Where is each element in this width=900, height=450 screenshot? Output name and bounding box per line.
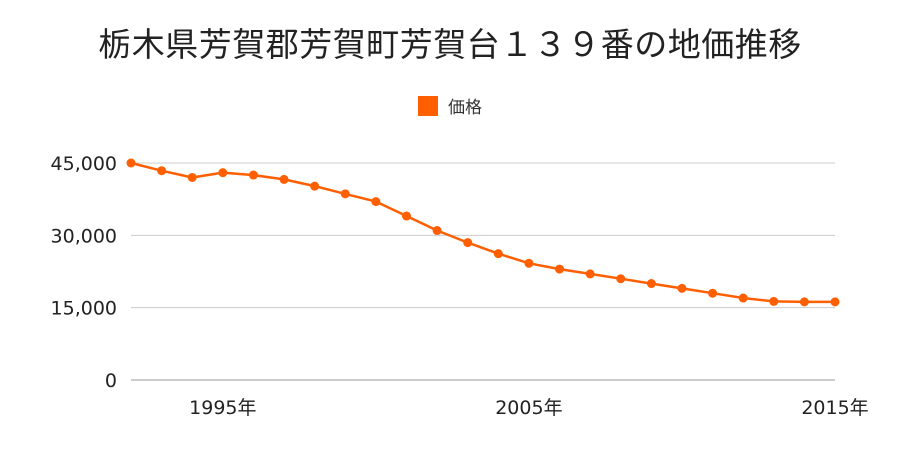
data-point <box>157 166 167 176</box>
data-point <box>493 249 503 259</box>
data-point <box>524 258 534 268</box>
data-point <box>248 170 258 180</box>
tick-label-layer: 0 15,000 30,000 45,000 1995年 2005年 2015年 <box>51 153 869 419</box>
x-tick-label: 2005年 <box>495 397 562 419</box>
x-tick-label: 2015年 <box>801 397 868 419</box>
y-tick-label: 45,000 <box>51 153 117 175</box>
data-point <box>585 269 595 279</box>
data-point <box>432 226 442 236</box>
series-line <box>129 161 837 304</box>
data-point <box>738 293 748 303</box>
data-point <box>769 296 779 306</box>
data-point <box>677 283 687 293</box>
data-point <box>310 181 320 191</box>
legend: 価格 <box>0 93 900 118</box>
data-point <box>279 174 289 184</box>
data-point <box>799 297 809 307</box>
data-point <box>401 211 411 221</box>
data-point <box>555 264 565 274</box>
data-point <box>126 158 136 168</box>
y-tick-label: 15,000 <box>51 298 117 320</box>
chart-title: 栃木県芳賀郡芳賀町芳賀台１３９番の地価推移 <box>98 25 802 64</box>
data-point <box>646 279 656 289</box>
data-point <box>830 297 840 307</box>
data-point <box>708 288 718 298</box>
data-point <box>187 172 197 182</box>
series-line-layer <box>129 161 837 304</box>
data-point <box>371 197 381 207</box>
data-point <box>340 189 350 199</box>
y-tick-label: 0 <box>105 370 117 392</box>
legend-label: 価格 <box>448 98 482 118</box>
legend-swatch <box>418 95 438 116</box>
data-point <box>616 274 626 284</box>
y-tick-label: 30,000 <box>51 225 117 247</box>
x-tick-label: 1995年 <box>189 397 256 419</box>
series-point-layer <box>126 158 840 307</box>
grid-layer <box>131 162 835 309</box>
data-point <box>463 238 473 248</box>
data-point <box>218 168 228 178</box>
